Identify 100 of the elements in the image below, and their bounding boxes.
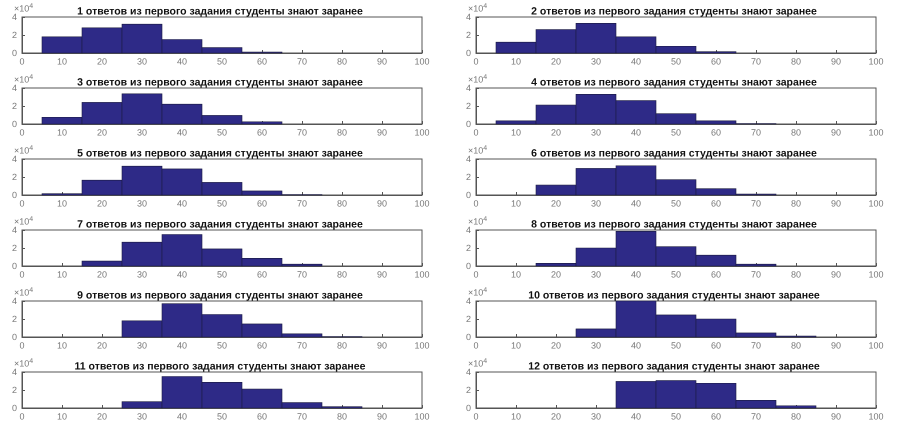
chart-title: 2 ответов из первого задания студенты знают заранее: [531, 6, 817, 18]
chart-title: 12 ответов из первого задания студенты знают заранее: [528, 360, 820, 372]
x-tick-label: 100: [414, 270, 430, 280]
x-tick-label: 70: [750, 198, 762, 208]
x-tick-label: 10: [56, 412, 68, 422]
x-tick-label: 80: [336, 270, 348, 280]
x-tick-label: 20: [550, 412, 562, 422]
x-tick-label: 20: [96, 56, 108, 66]
x-tick-label: 60: [256, 128, 268, 138]
x-tick-label: 20: [96, 198, 108, 208]
x-tick-label: 60: [710, 412, 722, 422]
x-tick-label: 80: [790, 340, 802, 350]
x-tick-label: 90: [376, 340, 388, 350]
y-tick-label: 2: [12, 385, 17, 395]
x-tick-label: 30: [590, 340, 602, 350]
y-tick-label: 0: [12, 332, 17, 342]
x-tick-label: 100: [868, 128, 884, 138]
x-tick-label: 10: [510, 56, 522, 66]
x-tick-label: 60: [710, 270, 722, 280]
x-tick-label: 20: [550, 270, 562, 280]
x-tick-label: 80: [336, 412, 348, 422]
y-tick-label: 0: [466, 48, 471, 58]
chart-title: 8 ответов из первого задания студенты знают заранее: [531, 218, 817, 230]
x-tick-label: 0: [19, 412, 25, 422]
x-tick-label: 100: [868, 56, 884, 66]
x-tick-label: 70: [296, 56, 308, 66]
x-tick-label: 0: [19, 340, 25, 350]
x-tick-label: 60: [256, 198, 268, 208]
x-tick-label: 0: [19, 56, 25, 66]
y-tick-label: 0: [466, 119, 471, 129]
x-tick-label: 40: [176, 56, 188, 66]
x-tick-label: 90: [376, 128, 388, 138]
y-tick-label: 0: [466, 261, 471, 271]
x-tick-label: 100: [414, 56, 430, 66]
y-tick-label: 2: [466, 172, 471, 182]
x-tick-label: 10: [56, 198, 68, 208]
x-tick-label: 70: [296, 340, 308, 350]
x-tick-label: 10: [56, 270, 68, 280]
x-tick-label: 40: [630, 128, 642, 138]
y-tick-label: 0: [466, 403, 471, 413]
x-tick-label: 10: [56, 340, 68, 350]
x-tick-label: 40: [176, 128, 188, 138]
y-tick-label: 4: [12, 83, 17, 93]
y-tick-label: 4: [466, 12, 471, 22]
y-tick-label: 2: [466, 385, 471, 395]
x-tick-label: 50: [670, 270, 682, 280]
y-tick-label: 2: [12, 172, 17, 182]
y-tick-label: 4: [466, 367, 471, 377]
x-tick-label: 60: [256, 340, 268, 350]
x-tick-label: 40: [176, 412, 188, 422]
x-tick-label: 0: [473, 270, 479, 280]
x-tick-label: 20: [96, 128, 108, 138]
x-tick-label: 50: [216, 270, 228, 280]
chart-title: 6 ответов из первого задания студенты знают заранее: [531, 148, 817, 160]
x-tick-label: 40: [630, 56, 642, 66]
x-tick-label: 0: [19, 270, 25, 280]
x-tick-label: 20: [96, 340, 108, 350]
x-tick-label: 80: [790, 198, 802, 208]
x-tick-label: 40: [176, 270, 188, 280]
y-tick-label: 0: [12, 190, 17, 200]
x-tick-label: 0: [473, 128, 479, 138]
x-tick-label: 30: [136, 340, 148, 350]
y-tick-label: 4: [12, 225, 17, 235]
x-tick-label: 80: [790, 412, 802, 422]
x-tick-label: 60: [710, 198, 722, 208]
x-tick-label: 100: [414, 198, 430, 208]
x-tick-label: 30: [136, 128, 148, 138]
x-tick-label: 10: [510, 198, 522, 208]
x-tick-label: 90: [830, 340, 842, 350]
x-tick-label: 0: [473, 412, 479, 422]
x-tick-label: 90: [830, 412, 842, 422]
y-tick-label: 2: [12, 101, 17, 111]
x-tick-label: 80: [336, 128, 348, 138]
x-tick-label: 50: [670, 128, 682, 138]
x-tick-label: 70: [296, 270, 308, 280]
x-tick-label: 40: [176, 198, 188, 208]
x-tick-label: 60: [256, 270, 268, 280]
x-tick-label: 100: [868, 270, 884, 280]
x-tick-label: 40: [630, 412, 642, 422]
x-tick-label: 70: [750, 128, 762, 138]
x-tick-label: 20: [550, 56, 562, 66]
x-tick-label: 30: [136, 198, 148, 208]
chart-title: 10 ответов из первого задания студенты знают заранее: [528, 290, 820, 302]
y-tick-label: 4: [466, 154, 471, 164]
y-tick-label: 4: [466, 296, 471, 306]
x-tick-label: 0: [19, 128, 25, 138]
y-tick-label: 2: [466, 101, 471, 111]
x-tick-label: 90: [830, 128, 842, 138]
x-tick-label: 80: [336, 56, 348, 66]
y-tick-label: 4: [12, 367, 17, 377]
x-tick-label: 10: [56, 128, 68, 138]
x-tick-label: 30: [136, 56, 148, 66]
x-tick-label: 100: [868, 340, 884, 350]
y-tick-label: 4: [466, 225, 471, 235]
x-tick-label: 60: [256, 56, 268, 66]
x-tick-label: 100: [868, 412, 884, 422]
x-tick-label: 50: [670, 198, 682, 208]
y-tick-label: 0: [466, 190, 471, 200]
y-tick-label: 0: [12, 403, 17, 413]
y-tick-label: 2: [12, 243, 17, 253]
